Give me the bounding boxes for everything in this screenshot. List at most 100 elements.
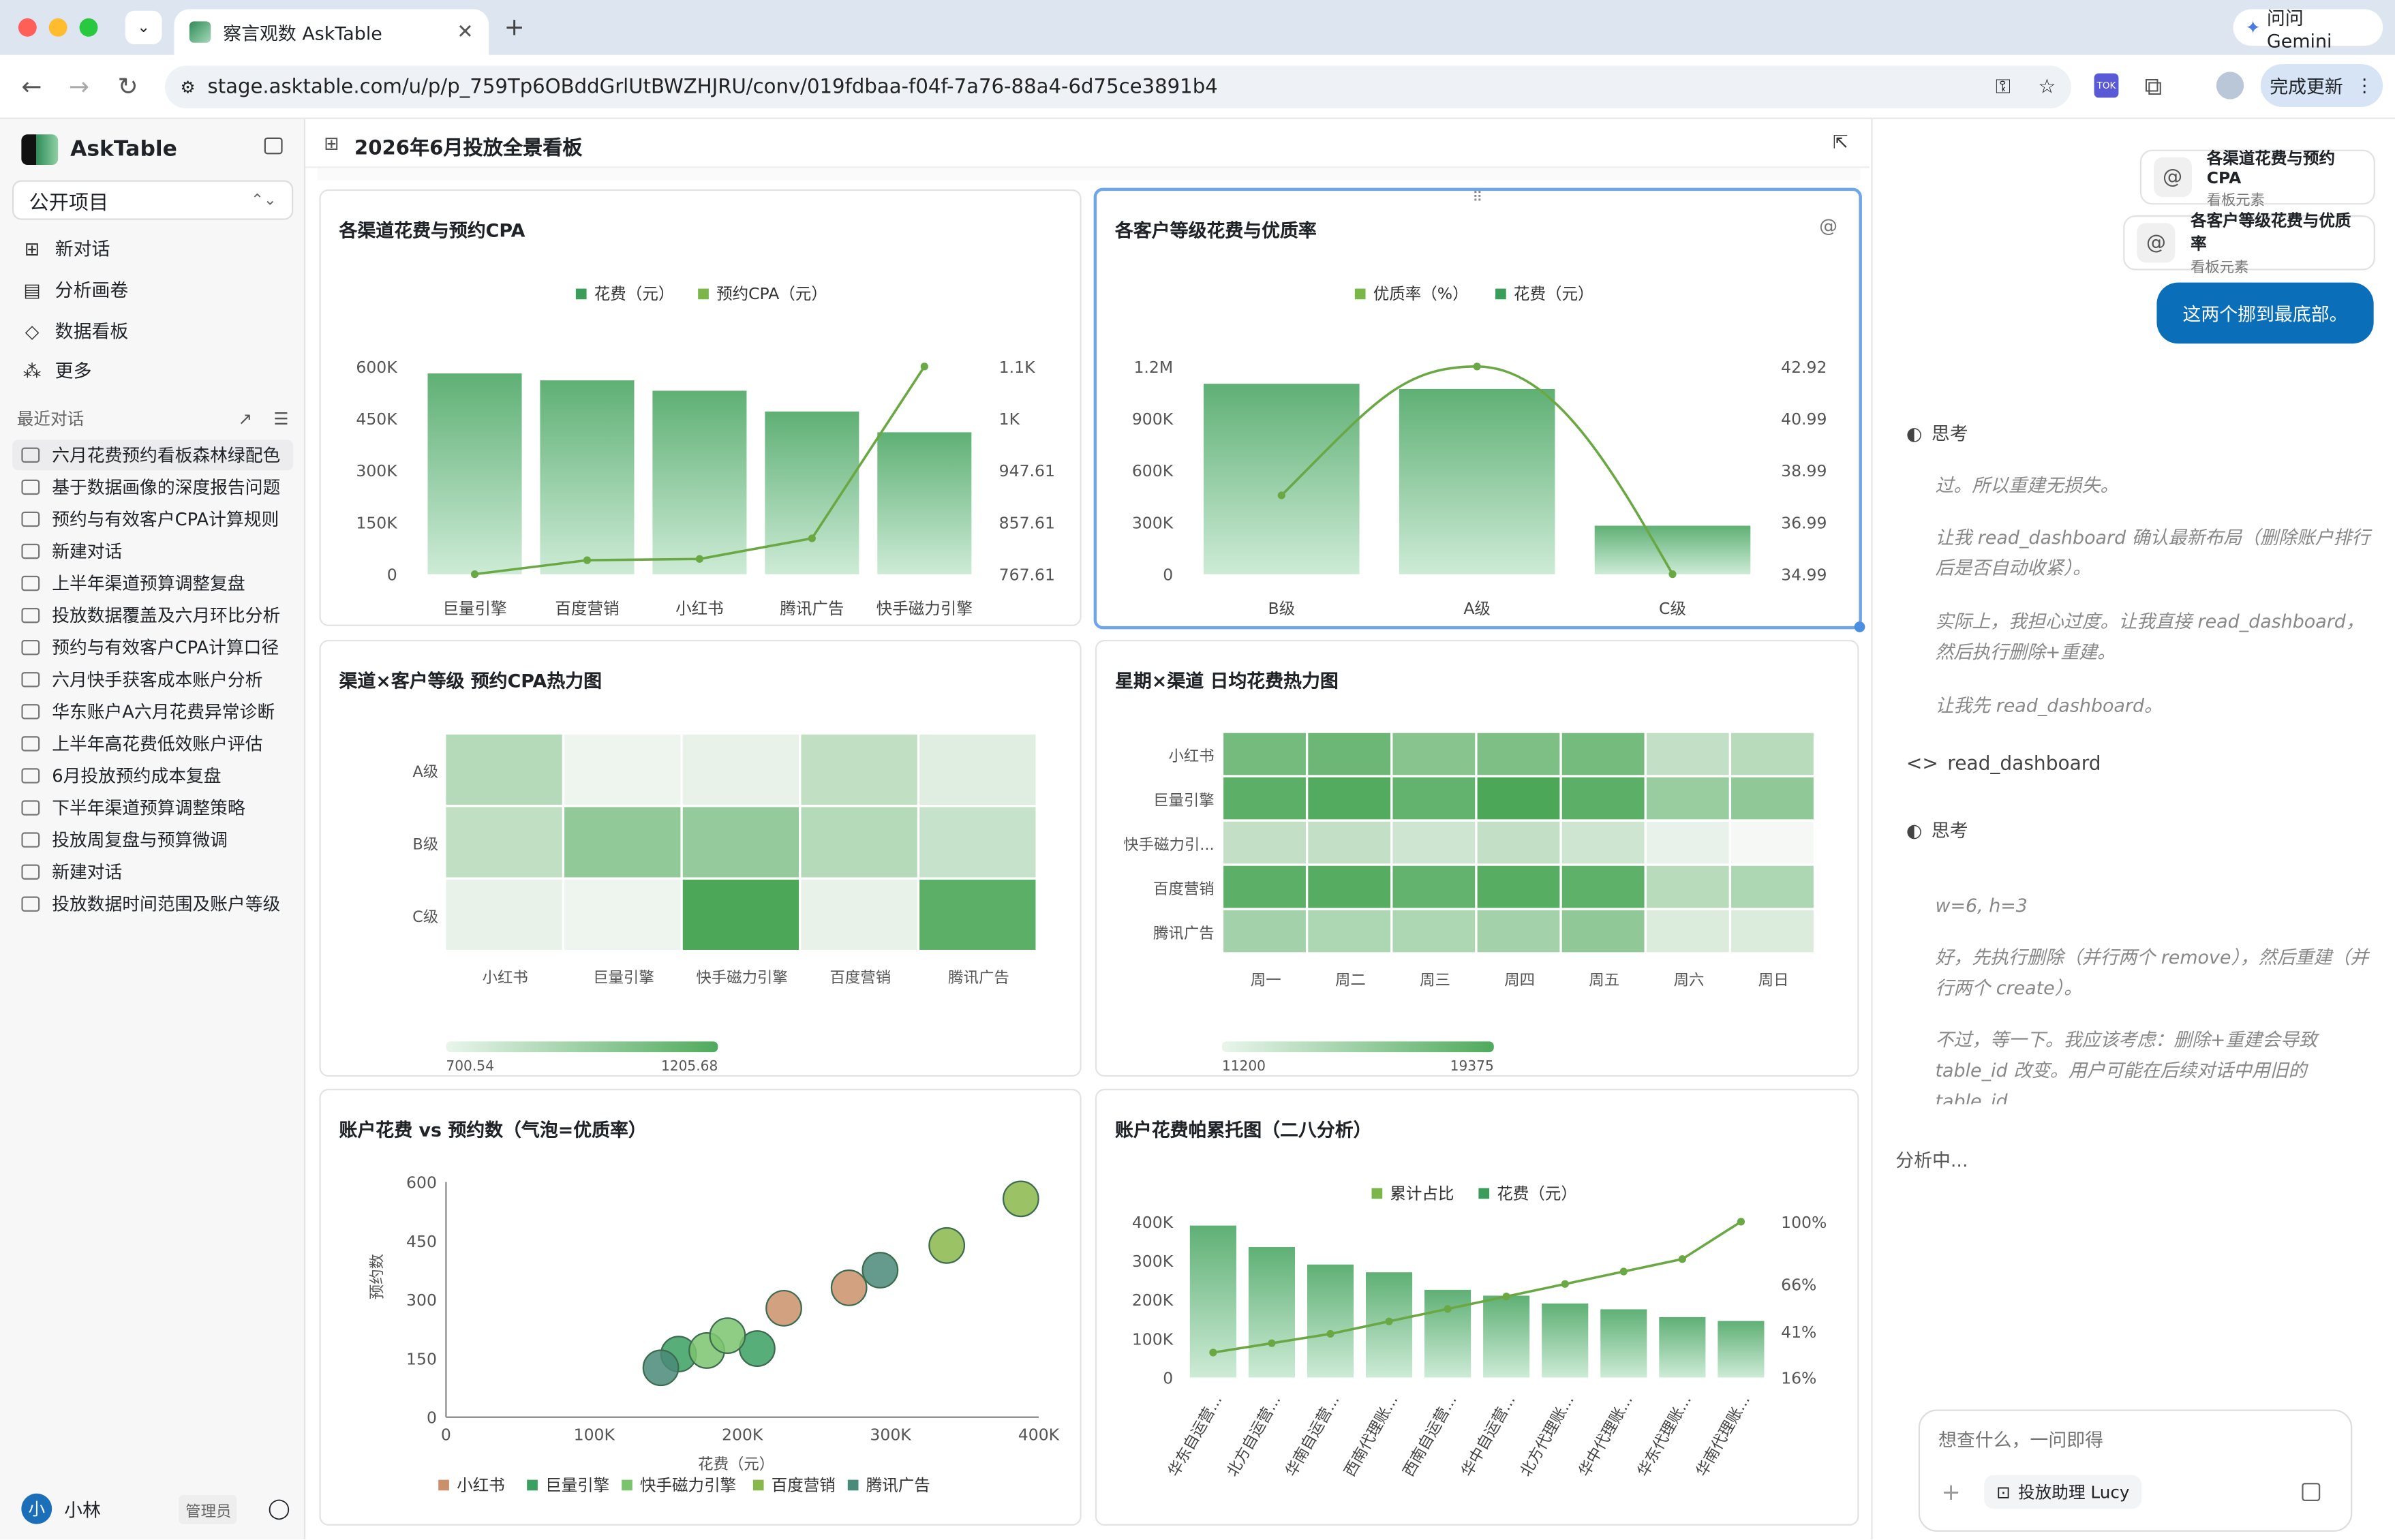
history-item[interactable]: 华东账户A六月花费异常诊断 <box>21 696 290 727</box>
reference-chip[interactable]: @ 各客户等级花费与优质率 看板元素 <box>2123 213 2375 277</box>
bookmark-star-icon[interactable]: ☆ <box>2038 75 2056 99</box>
assistant-select[interactable]: ⊡ 投放助理 Lucy <box>1984 1475 2142 1509</box>
heatmap-cell <box>1392 777 1476 820</box>
x-tick-label: 周三 <box>1420 972 1450 989</box>
menu-dashboard[interactable]: ◇ 数据看板 <box>21 318 129 343</box>
code-brackets-icon: <> <box>1906 751 1938 775</box>
bot-icon: ⊡ <box>1996 1481 2011 1503</box>
chart-card-cpa-heatmap[interactable]: 渠道×客户等级 预约CPA热力图 A级 B级 C级 小红书 巨量引擎 快手磁力引擎 百度营销 腾… <box>319 640 1082 1077</box>
heatmap-cell <box>446 879 562 950</box>
menu-new-chat[interactable]: ⊞ 新对话 <box>21 235 110 261</box>
chart-title: 账户花费帕累托图（二八分析） <box>1115 1119 1372 1141</box>
site-info-icon[interactable]: ⚙ <box>180 77 196 97</box>
brand-name: AskTable <box>70 137 177 162</box>
history-item[interactable]: 投放数据时间范围及账户等级 <box>21 889 290 919</box>
history-item[interactable]: 下半年渠道预算调整策略 <box>21 792 290 823</box>
chart-card-weekday-heatmap[interactable]: 星期×渠道 日均花费热力图 小红书 巨量引擎 快手磁力引... 百度营销 腾讯广告 周一 周二… <box>1095 640 1859 1077</box>
chat-icon <box>21 864 40 880</box>
reference-chip[interactable]: @ 各渠道花费与预约CPA 看板元素 <box>2139 149 2375 209</box>
x-tick-label: C级 <box>1659 599 1686 618</box>
new-tab-button[interactable]: + <box>504 12 525 42</box>
extensions-puzzle-icon[interactable]: ⧉ <box>2144 72 2163 101</box>
chat-icon <box>21 896 40 912</box>
cumulative-point <box>1502 1293 1510 1301</box>
close-window-button[interactable] <box>18 18 37 37</box>
bar <box>652 390 747 574</box>
chart-card-channel-spend[interactable]: 各渠道花费与预约CPA 花费（元） 预约CPA（元） 600K 450K 300K 150K… <box>319 189 1082 626</box>
legend-swatch <box>438 1479 449 1491</box>
history-item[interactable]: 上半年渠道预算调整复盘 <box>21 568 290 599</box>
extension-tok-icon[interactable]: TOK <box>2094 73 2119 98</box>
history-item[interactable]: 预约与有效客户CPA计算规则 <box>21 504 290 535</box>
project-select[interactable]: 公开项目 ⌃⌄ <box>12 180 294 220</box>
minimize-window-button[interactable] <box>48 18 67 37</box>
bar <box>1659 1316 1706 1378</box>
history-label: 预约与有效客户CPA计算规则 <box>52 508 279 530</box>
chat-icon <box>21 672 40 688</box>
open-external-icon[interactable]: ⇱ <box>1833 131 1848 153</box>
history-item[interactable]: 六月快手获客成本账户分析 <box>21 664 290 695</box>
menu-label: 更多 <box>55 360 92 382</box>
y-tick-label: 400K <box>1132 1213 1174 1232</box>
diamond-icon: ◇ <box>25 320 40 341</box>
address-bar[interactable]: ⚙ stage.asktable.com/u/p/p_759Tp6OBddGrl… <box>165 65 2071 109</box>
y2-tick-label: 42.92 <box>1781 358 1827 377</box>
open-external-icon[interactable]: ↗ <box>238 408 253 429</box>
y-tick-label: 600K <box>356 358 397 377</box>
chart-card-pareto[interactable]: 账户花费帕累托图（二八分析） 累计占比 花费（元） 400K 300K 200K 100K 0… <box>1095 1088 1859 1526</box>
gemini-button[interactable]: ✦ 问问 Gemini <box>2233 7 2383 51</box>
legend-label: 小红书 <box>457 1475 505 1494</box>
update-button[interactable]: 完成更新 ⋮ <box>2260 64 2383 107</box>
history-label: 6月投放预约成本复盘 <box>52 765 222 787</box>
heatmap-cell <box>1561 777 1645 820</box>
browser-tab[interactable]: 察言观数 AskTable ✕ <box>174 9 489 55</box>
history-item[interactable]: 投放周复盘与预算微调 <box>21 825 290 855</box>
menu-more[interactable]: ⁂ 更多 <box>21 357 92 383</box>
think-toggle[interactable]: ◐ 思考 <box>1906 420 1968 446</box>
tab-search-button[interactable]: ⌄ <box>125 10 162 44</box>
x-tick-label: 华东代理账... <box>1634 1392 1695 1480</box>
sidebar-toggle-icon[interactable] <box>264 137 283 155</box>
tool-call[interactable]: <> read_dashboard <box>1906 752 2101 775</box>
filter-icon[interactable]: ☰ <box>273 408 289 429</box>
history-item[interactable]: 新建对话 <box>21 857 290 887</box>
maximize-window-button[interactable] <box>79 18 98 37</box>
profile-avatar-icon[interactable] <box>2216 72 2244 99</box>
stop-icon[interactable] <box>2302 1483 2321 1502</box>
history-label: 下半年渠道预算调整策略 <box>52 797 245 819</box>
x-tick-label: 华中代理账... <box>1576 1392 1636 1480</box>
back-arrow-icon[interactable]: ← <box>21 72 42 101</box>
tool-name: read_dashboard <box>1947 751 2101 775</box>
x-tick-label: 快手磁力引擎 <box>696 969 787 987</box>
history-item[interactable]: 投放数据覆盖及六月环比分析 <box>21 600 290 631</box>
mention-at-icon[interactable]: @ <box>1819 215 1838 237</box>
reload-icon[interactable]: ↻ <box>117 72 138 101</box>
menu-canvas[interactable]: ▤ 分析画卷 <box>21 277 128 303</box>
history-label: 投放数据覆盖及六月环比分析 <box>52 604 281 626</box>
x-tick-label: 小红书 <box>675 599 724 618</box>
drag-handle-icon[interactable]: ⠿ <box>1472 191 1483 206</box>
y-tick-label: C级 <box>412 908 438 926</box>
password-key-icon[interactable]: ⚿ <box>1995 75 2011 99</box>
close-tab-icon[interactable]: ✕ <box>457 20 474 44</box>
history-item[interactable]: 六月花费预约看板森林绿配色 <box>12 440 294 471</box>
history-item[interactable]: 基于数据画像的深度报告问题 <box>21 472 290 502</box>
chart-card-tier-spend[interactable]: 各客户等级花费与优质率 优质率（%） 花费（元） 1.2M 900K 600K 300K 0 4… <box>1093 187 1865 632</box>
chat-input[interactable] <box>1938 1429 2321 1451</box>
avatar[interactable]: 小 <box>21 1493 52 1524</box>
chat-icon <box>21 575 40 591</box>
forward-arrow-icon[interactable]: → <box>68 72 89 101</box>
history-item[interactable]: 新建对话 <box>21 536 290 567</box>
resize-handle[interactable] <box>1854 621 1865 632</box>
history-item[interactable]: 预约与有效客户CPA计算口径 <box>21 632 290 663</box>
history-item[interactable]: 6月投放预约成本复盘 <box>21 760 290 791</box>
chart-card-bubble[interactable]: 账户花费 vs 预约数（气泡=优质率） 0 150 300 450 600 0 100K 200… <box>319 1088 1082 1526</box>
plus-icon[interactable]: + <box>1941 1478 1961 1506</box>
history-item[interactable]: 上半年高花费低效账户评估 <box>21 728 290 759</box>
chat-bubble-icon[interactable]: ◯ <box>268 1497 290 1521</box>
cumulative-point <box>1737 1218 1745 1226</box>
think-toggle[interactable]: ◐ 思考 <box>1906 817 1968 843</box>
chart-title: 星期×渠道 日均花费热力图 <box>1115 670 1339 692</box>
y2-tick-label: 34.99 <box>1781 566 1827 585</box>
x-tick-label: A级 <box>1463 599 1491 618</box>
